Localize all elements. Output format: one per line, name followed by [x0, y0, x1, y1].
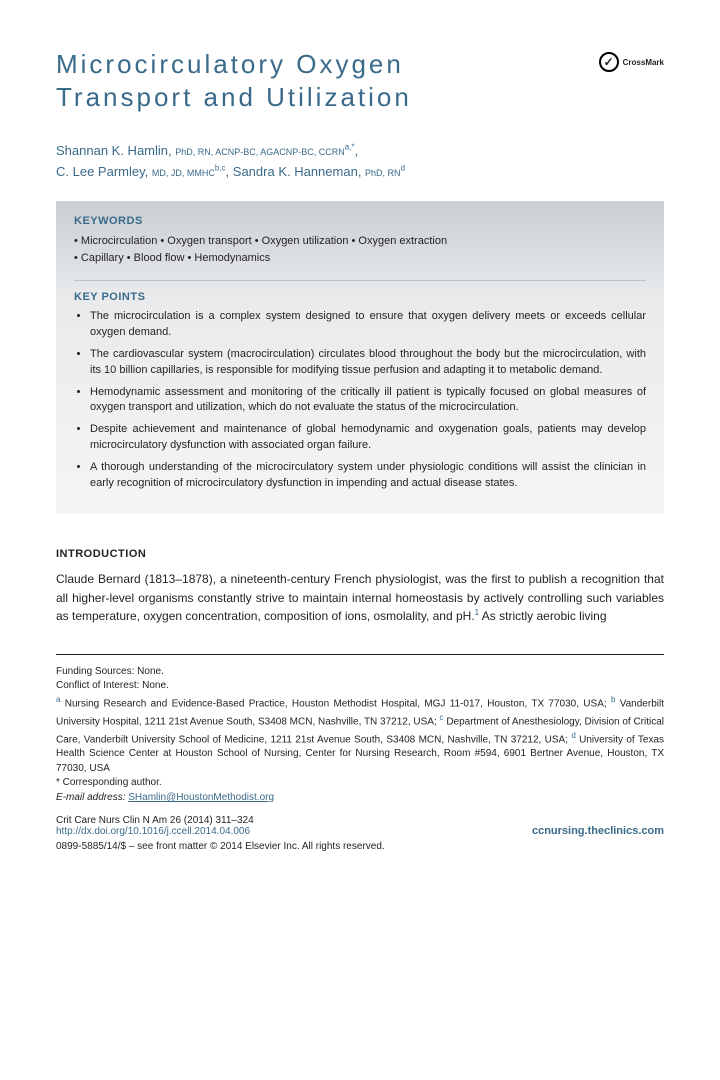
corresponding-author: * Corresponding author.: [56, 776, 664, 791]
crossmark-badge[interactable]: ✓ CrossMark: [599, 52, 664, 72]
coi-statement: Conflict of Interest: None.: [56, 679, 664, 694]
journal-site-link[interactable]: ccnursing.theclinics.com: [532, 825, 664, 837]
footer-rule: [56, 654, 664, 655]
author-credentials: MD, JD, MMHC: [152, 168, 215, 178]
crossmark-label: CrossMark: [623, 58, 664, 67]
author-name: Sandra K. Hanneman: [233, 164, 358, 179]
keypoint-item: A thorough understanding of the microcir…: [90, 460, 646, 492]
affiliations-text: a Nursing Research and Evidence-Based Pr…: [56, 694, 664, 776]
keypoints-heading: KEY POINTS: [74, 291, 646, 303]
title-row: Microcirculatory Oxygen Transport and Ut…: [56, 48, 664, 113]
author-affiliation-link[interactable]: b,c: [215, 163, 226, 172]
copyright-line: 0899-5885/14/$ – see front matter © 2014…: [56, 841, 664, 852]
author-name: C. Lee Parmley: [56, 164, 145, 179]
crossmark-icon: ✓: [599, 52, 619, 72]
keypoint-item: The microcirculation is a complex system…: [90, 309, 646, 341]
funding-statement: Funding Sources: None.: [56, 665, 664, 680]
keywords-heading: KEYWORDS: [74, 215, 646, 227]
article-title: Microcirculatory Oxygen Transport and Ut…: [56, 48, 536, 113]
highlight-box: KEYWORDS Microcirculation • Oxygen trans…: [56, 201, 664, 515]
box-divider: [74, 280, 646, 281]
author-affiliation-link[interactable]: d: [401, 163, 405, 172]
keypoint-item: Despite achievement and maintenance of g…: [90, 422, 646, 454]
email-label: E-mail address:: [56, 792, 128, 803]
keywords-line: Capillary • Blood flow • Hemodynamics: [74, 250, 646, 268]
email-link[interactable]: SHamlin@HoustonMethodist.org: [128, 792, 274, 803]
author-name: Shannan K. Hamlin: [56, 143, 168, 158]
email-line: E-mail address: SHamlin@HoustonMethodist…: [56, 791, 664, 806]
keywords-line: Microcirculation • Oxygen transport • Ox…: [74, 233, 646, 251]
doi-link[interactable]: http://dx.doi.org/10.1016/j.ccell.2014.0…: [56, 826, 250, 837]
keypoint-item: Hemodynamic assessment and monitoring of…: [90, 385, 646, 417]
footer-block: Funding Sources: None. Conflict of Inter…: [56, 665, 664, 805]
journal-info-row: Crit Care Nurs Clin N Am 26 (2014) 311–3…: [56, 815, 664, 837]
section-heading-introduction: INTRODUCTION: [56, 548, 664, 560]
keypoint-item: The cardiovascular system (macrocirculat…: [90, 347, 646, 379]
author-credentials: PhD, RN, ACNP-BC, AGACNP-BC, CCRN: [175, 147, 345, 157]
author-list: Shannan K. Hamlin, PhD, RN, ACNP-BC, AGA…: [56, 141, 664, 183]
keypoints-list: The microcirculation is a complex system…: [74, 309, 646, 492]
journal-citation: Crit Care Nurs Clin N Am 26 (2014) 311–3…: [56, 815, 254, 826]
intro-paragraph: Claude Bernard (1813–1878), a nineteenth…: [56, 570, 664, 626]
journal-citation-block: Crit Care Nurs Clin N Am 26 (2014) 311–3…: [56, 815, 254, 837]
author-affiliation-link[interactable]: a,*: [345, 143, 355, 152]
author-credentials: PhD, RN: [365, 168, 401, 178]
